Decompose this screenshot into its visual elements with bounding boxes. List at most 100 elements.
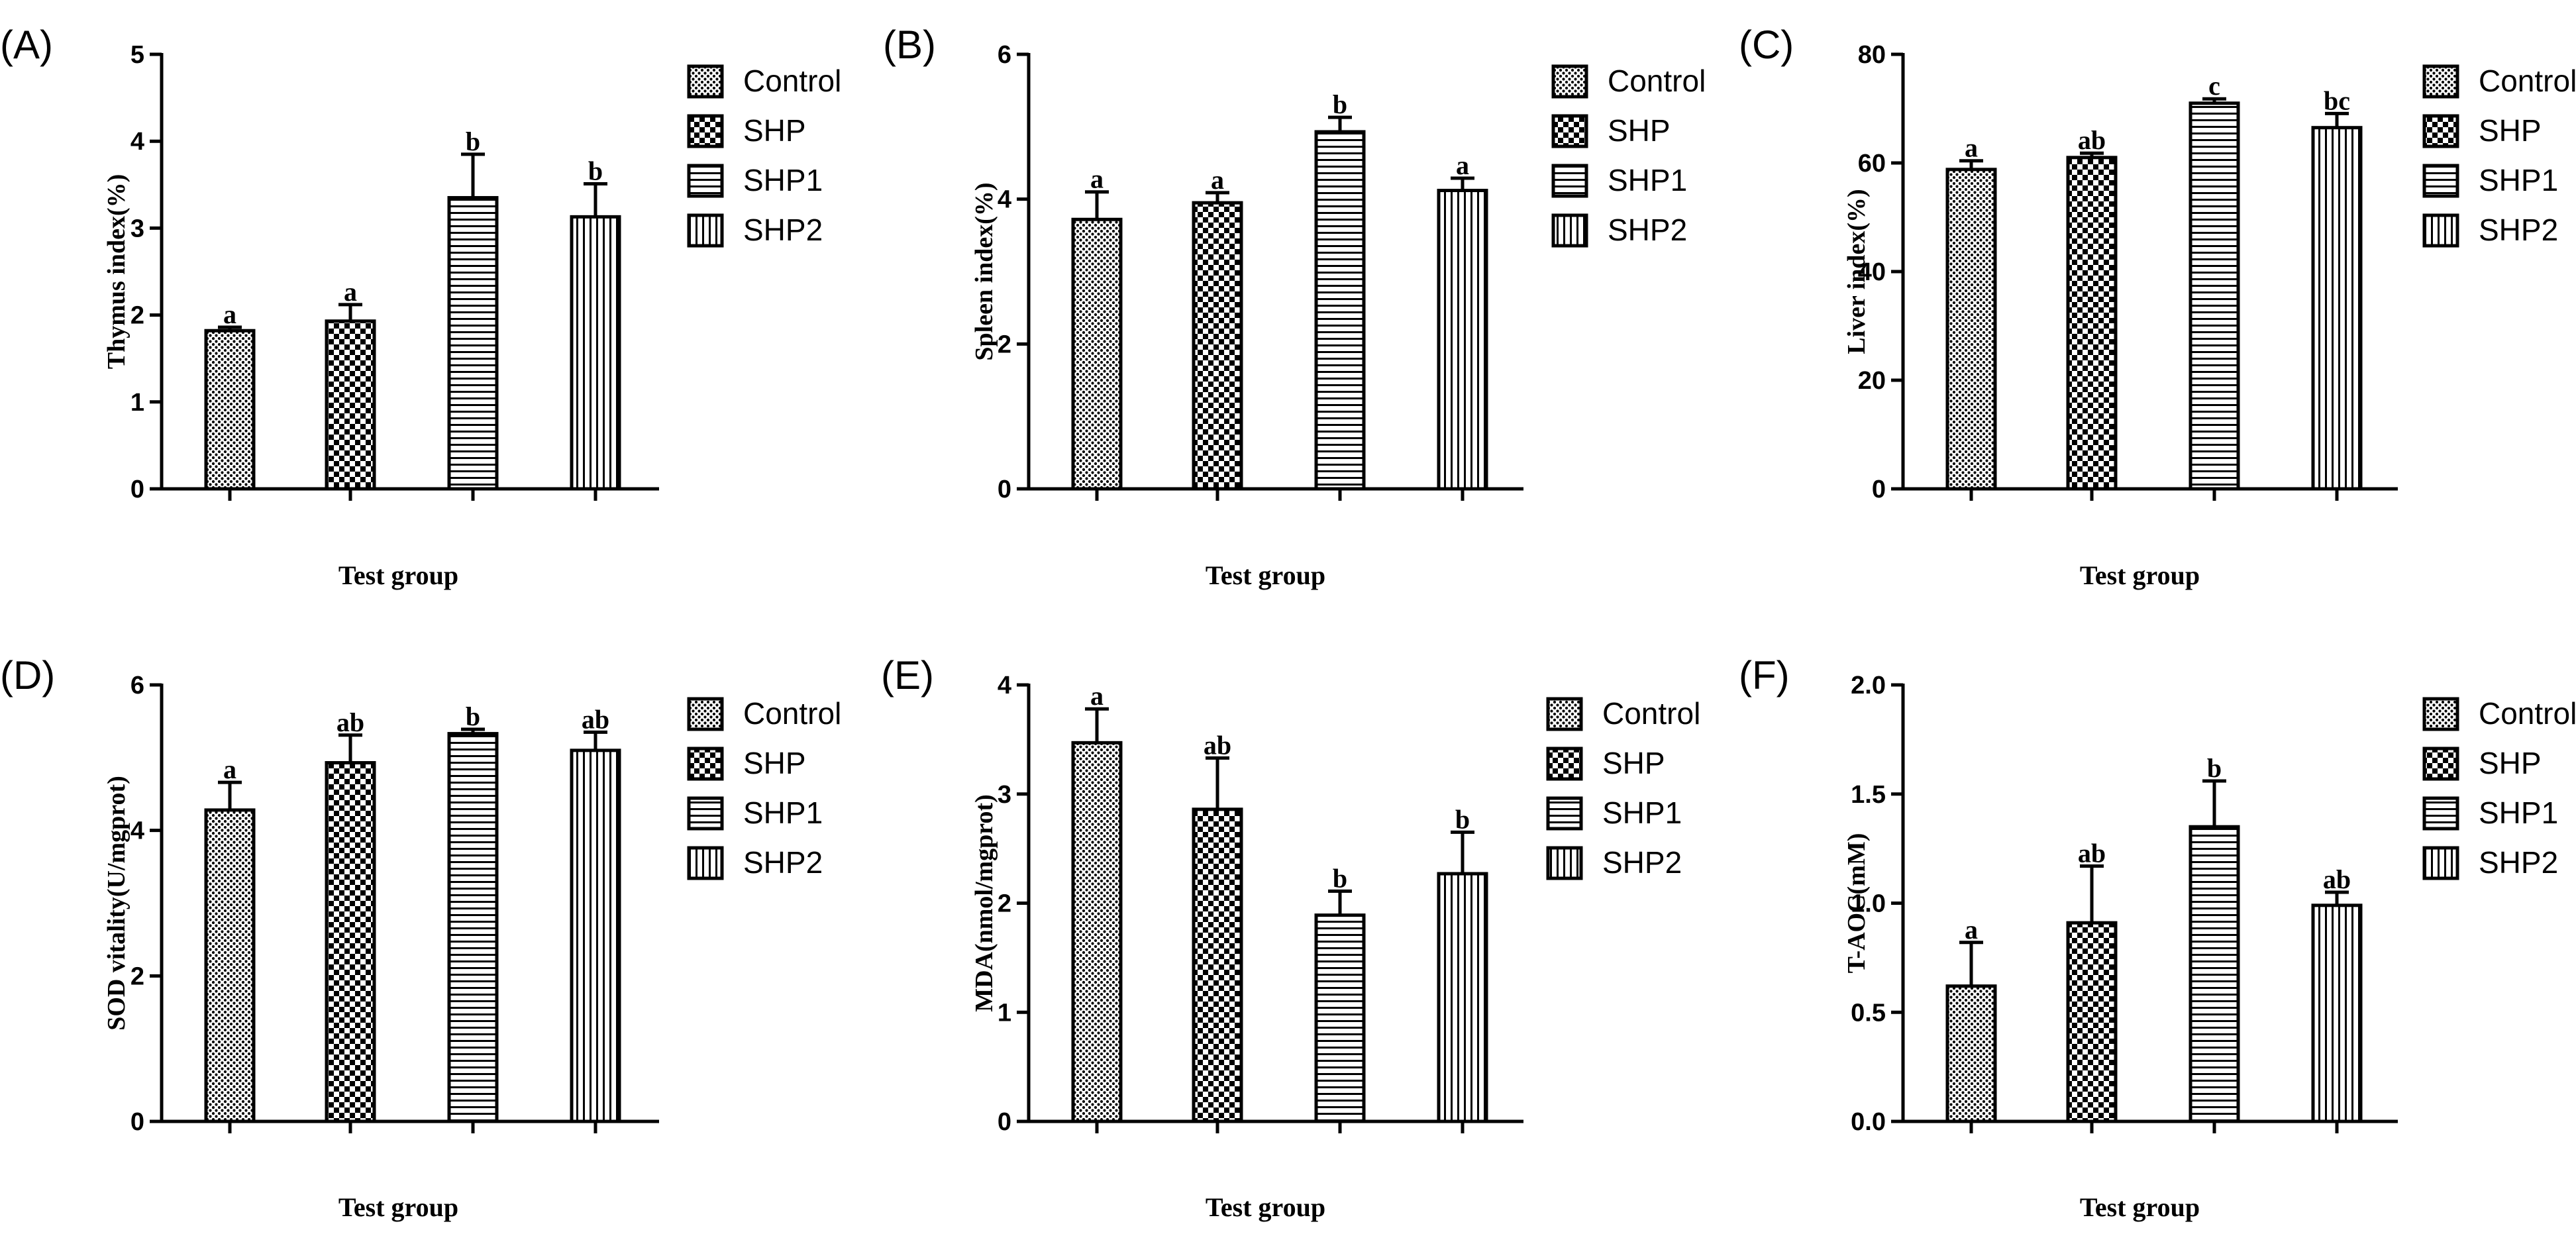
significance-letter: ab [1204,730,1231,760]
y-axis-label: Thymus index(%) [103,174,130,370]
significance-letter: a [223,299,236,329]
bar-control [204,329,256,491]
significance-letter: ab [2078,838,2106,868]
legend-swatch-shp [1546,747,1583,781]
bar-shp2 [1437,872,1488,1123]
chart-panel-e: (E) 0 1 2 3 4 MDA(nmol/mgprot) Test group a ab b b C… [881,653,1700,1222]
bar-shp [2066,921,2118,1123]
significance-letter: a [1211,165,1224,195]
legend-swatch-shp2 [2422,846,2459,880]
legend-swatch-shp1 [2422,164,2459,198]
significance-letter: a [344,277,357,307]
bar-shp1 [2189,825,2240,1123]
panel-label: (E) [881,653,934,697]
significance-letter: a [1090,681,1104,711]
legend-label: Control [743,64,841,98]
legend-label: SHP1 [1602,796,1682,830]
significance-letter: b [466,701,480,731]
legend-label: SHP2 [743,213,823,247]
legend: Control SHP SHP1 SHP2 [687,696,841,880]
legend: Control SHP SHP1 SHP2 [1546,696,1700,880]
significance-letter: a [1965,915,1978,945]
legend-label: SHP2 [2479,845,2558,880]
y-tick-label: 2 [130,962,144,990]
y-tick-label: 40 [1858,258,1886,286]
bar-shp [325,761,376,1123]
legend-swatch-shp2 [1546,846,1583,880]
legend: Control SHP SHP1 SHP2 [2422,64,2576,248]
bar-shp [1192,807,1243,1123]
x-axis-label: Test group [2080,1192,2200,1222]
panel-label: (B) [883,23,936,67]
x-axis-label: Test group [1206,560,1325,590]
legend-swatch-shp1 [687,796,724,831]
significance-letter: a [1965,133,1978,163]
y-tick-label: 20 [1858,367,1886,395]
chart-panel-c: (C) 0 20 40 60 80 Liver index(%) Test group a ab c… [1739,23,2576,590]
legend-label: Control [743,696,841,731]
bar-shp1 [447,195,499,491]
legend-swatch-shp2 [687,846,724,880]
y-tick-label: 3 [130,215,144,242]
x-axis-label: Test group [338,560,458,590]
legend-label: SHP [1608,113,1671,148]
bar-shp [325,319,376,491]
significance-letter: b [2207,753,2222,783]
panel-label: (F) [1739,653,1790,697]
legend-swatch-shp1 [687,164,724,198]
bar-shp1 [447,732,499,1123]
significance-letter: bc [2324,85,2350,115]
y-tick-label: 1.0 [1851,890,1886,918]
legend-swatch-control [2422,64,2459,99]
legend-label: SHP2 [1602,845,1682,880]
legend-label: Control [2479,696,2576,731]
legend-swatch-shp1 [1546,796,1583,831]
y-axis-label: SOD vitality(U/mgprot) [103,776,130,1031]
legend-label: SHP1 [743,163,823,197]
panel-label: (D) [0,653,55,697]
chart-panel-d: (D) 0 2 4 6 SOD vitality(U/mgprot) Test group a… [0,653,841,1222]
legend-label: SHP1 [743,796,823,830]
legend-label: SHP [1602,746,1665,780]
legend-label: SHP2 [2479,213,2558,247]
bar-shp1 [1314,130,1366,491]
y-tick-label: 6 [130,672,144,699]
legend-label: SHP [2479,113,2542,148]
legend-swatch-shp1 [1551,164,1588,198]
legend-label: SHP1 [2479,796,2558,830]
bar-shp1 [1314,913,1366,1123]
y-tick-label: 1 [998,999,1011,1027]
x-axis-label: Test group [338,1192,458,1222]
y-axis-label: T-AOC(mM) [1843,833,1871,974]
legend-label: SHP1 [2479,163,2558,197]
significance-letter: a [1456,150,1469,180]
y-tick-label: 60 [1858,150,1886,178]
y-tick-label: 0 [998,476,1011,503]
significance-letter: b [466,127,480,156]
significance-letter: b [588,156,603,185]
legend-label: SHP2 [1608,213,1687,247]
y-tick-label: 0 [130,476,144,503]
significance-letter: ab [2323,864,2351,894]
significance-letter: b [1455,804,1470,834]
legend-swatch-shp2 [2422,213,2459,248]
y-tick-label: 2 [130,302,144,330]
legend: Control SHP SHP1 SHP2 [1551,64,1706,248]
legend-swatch-shp2 [1551,213,1588,248]
legend-label: Control [1602,696,1700,731]
legend-label: SHP [743,113,806,148]
bar-shp [2066,156,2118,491]
legend-swatch-shp2 [687,213,724,248]
legend-swatch-control [687,697,724,731]
y-tick-label: 5 [130,41,144,69]
bar-shp2 [570,215,621,491]
legend-label: SHP [2479,746,2542,780]
y-axis-label: Liver index(%) [1843,189,1871,354]
bar-control [1071,741,1123,1123]
chart-panel-f: (F) 0.0 0.5 1.0 1.5 2.0 T-AOC(mM) Test group a ab… [1739,653,2576,1222]
chart-panel-b: (B) 0 2 4 6 Spleen index(%) Test group a a b a Cont… [883,23,1706,590]
significance-letter: ab [2078,125,2106,155]
legend: Control SHP SHP1 SHP2 [687,64,841,248]
legend-swatch-shp [687,114,724,148]
